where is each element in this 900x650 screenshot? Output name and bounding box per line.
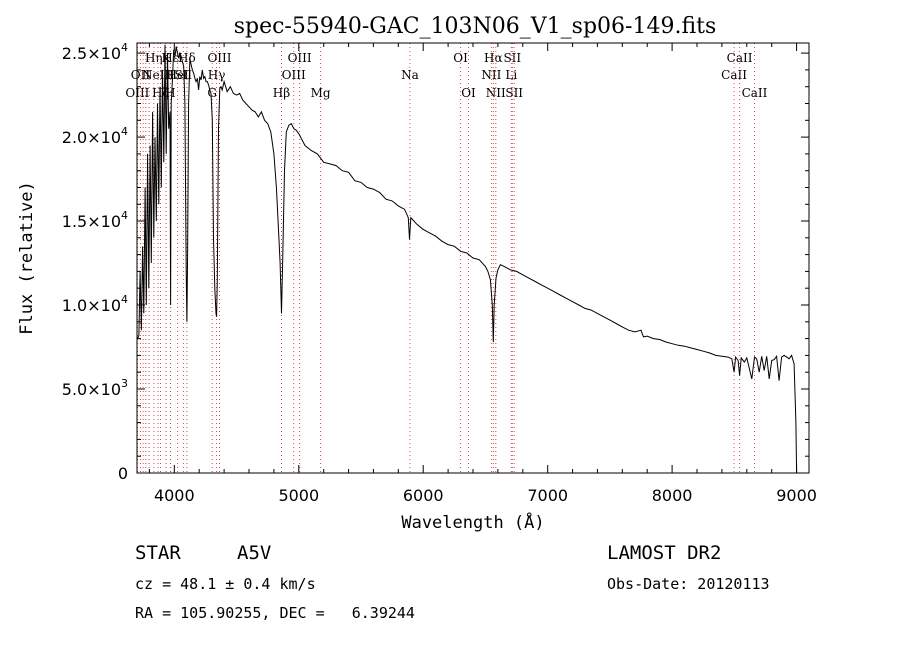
line-label: SII (503, 51, 521, 65)
y-tick-label: 2.0×104 (62, 125, 128, 147)
line-label: OIII (125, 86, 149, 100)
object-class: STAR (135, 542, 181, 564)
line-label: CaII (742, 86, 768, 100)
x-tick-label: 6000 (403, 486, 444, 505)
y-tick-label: 0 (118, 464, 128, 483)
spectral-line-markers: OIIIOIIHηNeIIIHζKHHεHeISIIHδGHγOIIIHβOII… (125, 43, 768, 473)
x-tick-label: 9000 (776, 486, 817, 505)
line-label: Hδ (178, 51, 196, 65)
observation-date: Obs-Date: 20120113 (607, 575, 770, 593)
line-label: Na (401, 68, 419, 82)
line-label: Hγ (208, 68, 226, 82)
line-label: H (165, 86, 175, 100)
line-label: NII (486, 86, 506, 100)
line-label: OI (461, 86, 476, 100)
x-axis-label: Wavelength (Å) (401, 511, 544, 533)
line-label: OI (453, 51, 468, 65)
line-label: G (207, 86, 217, 100)
y-tick-label: 2.5×104 (62, 41, 128, 63)
ra-dec-coordinates: RA = 105.90255, DEC = 6.39244 (135, 604, 415, 622)
line-label: OIII (288, 51, 312, 65)
y-tick-label: 5.0×103 (62, 377, 128, 399)
line-label: NII (481, 68, 501, 82)
line-label: Hα (484, 51, 503, 65)
x-tick-label: 5000 (278, 486, 319, 505)
line-label: SII (174, 68, 192, 82)
line-label: CaII (727, 51, 753, 65)
survey-name: LAMOST DR2 (607, 542, 722, 564)
line-label: SII (505, 86, 523, 100)
line-label: K (162, 51, 172, 65)
chart-title: spec-55940-GAC_103N06_V1_sp06-149.fits (234, 14, 717, 39)
x-tick-label: 8000 (652, 486, 693, 505)
line-label: CaII (721, 68, 747, 82)
line-label: Li (505, 68, 517, 82)
y-axis-label: Flux (relative) (17, 181, 37, 335)
line-label: OIII (282, 68, 306, 82)
y-tick-label: 1.0×104 (62, 293, 128, 315)
x-tick-label: 7000 (527, 486, 568, 505)
line-label: OIII (207, 51, 231, 65)
y-axis: 0 5.0×103 1.0×104 1.5×104 2.0×104 2.5×104 (62, 41, 809, 483)
redshift-cz: cz = 48.1 ± 0.4 km/s (135, 575, 316, 593)
object-subclass: A5V (237, 542, 272, 564)
x-tick-label: 4000 (154, 486, 195, 505)
spectrum-line (137, 44, 798, 474)
line-label: Hη (145, 51, 163, 65)
y-tick-label: 1.5×104 (62, 209, 128, 231)
line-label: Hβ (273, 86, 290, 100)
x-axis: 4000 5000 6000 7000 8000 9000 (148, 43, 817, 505)
line-label: Mg (311, 86, 331, 100)
